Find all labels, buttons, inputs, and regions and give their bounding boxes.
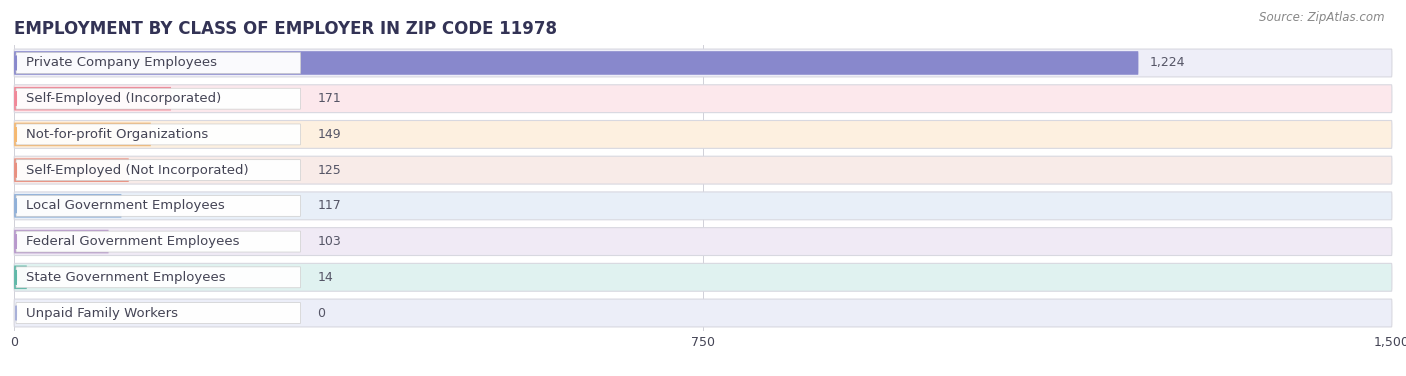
FancyBboxPatch shape [14, 156, 1392, 184]
FancyBboxPatch shape [14, 49, 1392, 77]
FancyBboxPatch shape [14, 263, 1392, 291]
FancyBboxPatch shape [14, 192, 1392, 220]
FancyBboxPatch shape [14, 120, 1392, 149]
Text: Self-Employed (Incorporated): Self-Employed (Incorporated) [25, 92, 221, 105]
FancyBboxPatch shape [14, 85, 1392, 113]
Text: 14: 14 [318, 271, 333, 284]
FancyBboxPatch shape [14, 87, 172, 111]
FancyBboxPatch shape [15, 196, 301, 216]
FancyBboxPatch shape [14, 265, 27, 289]
FancyBboxPatch shape [15, 231, 301, 252]
Text: 1,224: 1,224 [1150, 56, 1185, 70]
Text: 0: 0 [318, 306, 325, 320]
Text: Private Company Employees: Private Company Employees [25, 56, 217, 70]
Text: EMPLOYMENT BY CLASS OF EMPLOYER IN ZIP CODE 11978: EMPLOYMENT BY CLASS OF EMPLOYER IN ZIP C… [14, 20, 557, 38]
FancyBboxPatch shape [14, 158, 129, 182]
Text: Local Government Employees: Local Government Employees [25, 199, 225, 212]
FancyBboxPatch shape [14, 227, 1392, 256]
Text: 103: 103 [318, 235, 340, 248]
FancyBboxPatch shape [14, 194, 121, 218]
Text: 125: 125 [318, 164, 340, 177]
Text: Source: ZipAtlas.com: Source: ZipAtlas.com [1260, 11, 1385, 24]
FancyBboxPatch shape [15, 53, 301, 73]
FancyBboxPatch shape [15, 88, 301, 109]
FancyBboxPatch shape [15, 303, 301, 323]
Text: 171: 171 [318, 92, 340, 105]
Text: Not-for-profit Organizations: Not-for-profit Organizations [25, 128, 208, 141]
Text: 117: 117 [318, 199, 340, 212]
FancyBboxPatch shape [15, 124, 301, 145]
Text: State Government Employees: State Government Employees [25, 271, 225, 284]
Text: Self-Employed (Not Incorporated): Self-Employed (Not Incorporated) [25, 164, 249, 177]
Text: Unpaid Family Workers: Unpaid Family Workers [25, 306, 177, 320]
Text: Federal Government Employees: Federal Government Employees [25, 235, 239, 248]
FancyBboxPatch shape [14, 230, 108, 253]
FancyBboxPatch shape [14, 51, 1139, 75]
Text: 149: 149 [318, 128, 340, 141]
FancyBboxPatch shape [15, 160, 301, 180]
FancyBboxPatch shape [14, 299, 1392, 327]
FancyBboxPatch shape [15, 267, 301, 288]
FancyBboxPatch shape [14, 123, 150, 146]
